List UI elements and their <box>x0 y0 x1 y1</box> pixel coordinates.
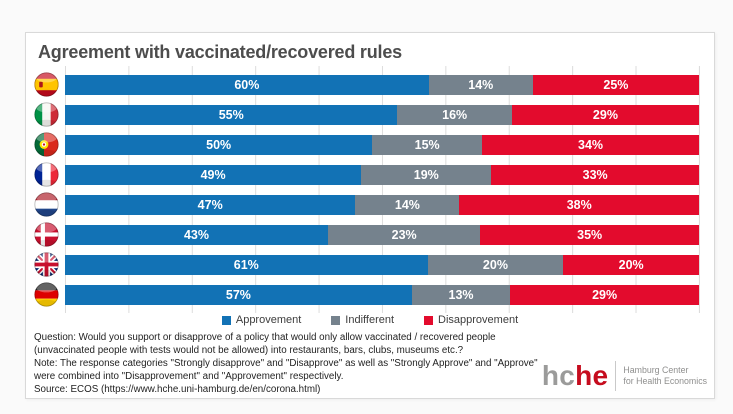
chart-row-portugal: 50% 15% 34% <box>34 132 700 157</box>
bar-segment-disapprovement: 33% <box>491 165 699 185</box>
hche-logo: hche Hamburg Center for Health Economics <box>542 361 707 391</box>
legend-label: Disapprovement <box>438 314 519 326</box>
bar-segment-disapprovement: 20% <box>563 255 699 275</box>
footnotes: Question: Would you support or disapprov… <box>34 331 539 396</box>
chart-card: Agreement with vaccinated/recovered rule… <box>25 32 715 399</box>
chart-legend: Approvement Indifferent Disapprovement <box>26 314 714 326</box>
bar-segment-disapprovement: 29% <box>511 105 699 125</box>
bar-segment-indifferent: 20% <box>427 255 564 275</box>
chart-title: Agreement with vaccinated/recovered rule… <box>38 42 402 62</box>
chart-rows: 60% 14% 25% 55% 16% 29% 50% 15% 34% 49% 19% 33% 47% 1… <box>34 72 700 307</box>
bar-segment-indifferent: 23% <box>327 225 481 245</box>
flag-icon-gb <box>34 252 59 277</box>
bar-segment-disapprovement: 29% <box>510 285 699 305</box>
bar-segment-indifferent: 16% <box>397 105 512 125</box>
bar-segment-disapprovement: 38% <box>459 195 699 215</box>
bar-segment-indifferent: 14% <box>355 195 460 215</box>
logo-divider <box>615 361 617 391</box>
bar-segment-disapprovement: 35% <box>480 225 700 245</box>
legend-item-disapprovement: Disapprovement <box>424 314 518 326</box>
chart-row-spain: 60% 14% 25% <box>34 72 699 97</box>
flag-icon-pt <box>34 132 59 157</box>
chart-row-france: 49% 19% 33% <box>34 162 699 187</box>
bar-segment-approvement: 55% <box>65 105 398 125</box>
hche-logo-gray-part: hc <box>541 360 576 391</box>
bar-segment-indifferent: 13% <box>411 285 511 305</box>
chart-row-netherlands: 47% 14% 38% <box>34 192 699 217</box>
flag-icon-it <box>34 102 59 127</box>
bar-segment-indifferent: 14% <box>428 75 533 95</box>
chart-row-germany: 57% 13% 29% <box>34 282 699 307</box>
flag-icon-fr <box>34 162 59 187</box>
bar-segment-disapprovement: 25% <box>532 75 699 95</box>
bar-segment-indifferent: 15% <box>372 135 483 155</box>
flag-icon-nl <box>34 192 59 217</box>
flag-icon-de <box>34 282 59 307</box>
source-text: Source: ECOS (https://www.hche.uni-hambu… <box>34 384 321 395</box>
chart-row-denmark: 43% 23% 35% <box>34 222 700 247</box>
flag-icon-es <box>34 72 59 97</box>
bar-segment-disapprovement: 34% <box>482 135 700 155</box>
note-text: Note: The response categories "Strongly … <box>34 358 538 382</box>
legend-label: Approvement <box>235 314 302 326</box>
legend-label: Indifferent <box>345 314 395 326</box>
bar-segment-approvement: 49% <box>65 165 362 185</box>
legend-item-indifferent: Indifferent <box>331 314 394 326</box>
legend-swatch-icon <box>424 315 434 325</box>
bar-segment-approvement: 43% <box>65 225 328 245</box>
bar-segment-indifferent: 19% <box>361 165 492 185</box>
hche-tagline-line1: Hamburg Center <box>623 365 689 375</box>
hche-tagline-line2: for Health Economics <box>623 376 707 386</box>
legend-swatch-icon <box>331 315 341 325</box>
legend-swatch-icon <box>221 315 231 325</box>
bar-segment-approvement: 61% <box>65 255 428 275</box>
stacked-bar-chart: 60% 14% 25% 55% 16% 29% 50% 15% 34% 49% 19% 33% 47% 1… <box>34 66 700 313</box>
question-text: Question: Would you support or disapprov… <box>34 332 496 356</box>
hche-logo-red-part: he <box>575 360 609 391</box>
bar-segment-approvement: 57% <box>65 285 412 305</box>
hche-logo-tagline: Hamburg Center for Health Economics <box>623 365 707 387</box>
chart-row-italy: 55% 16% 29% <box>34 102 699 127</box>
bar-segment-approvement: 60% <box>65 75 429 95</box>
legend-item-approvement: Approvement <box>221 314 302 326</box>
bar-segment-approvement: 47% <box>65 195 356 215</box>
hche-logo-wordmark: hche <box>542 362 609 390</box>
bar-segment-approvement: 50% <box>65 135 373 155</box>
chart-row-united-kingdom: 61% 20% 20% <box>34 252 699 277</box>
flag-icon-dk <box>34 222 59 247</box>
